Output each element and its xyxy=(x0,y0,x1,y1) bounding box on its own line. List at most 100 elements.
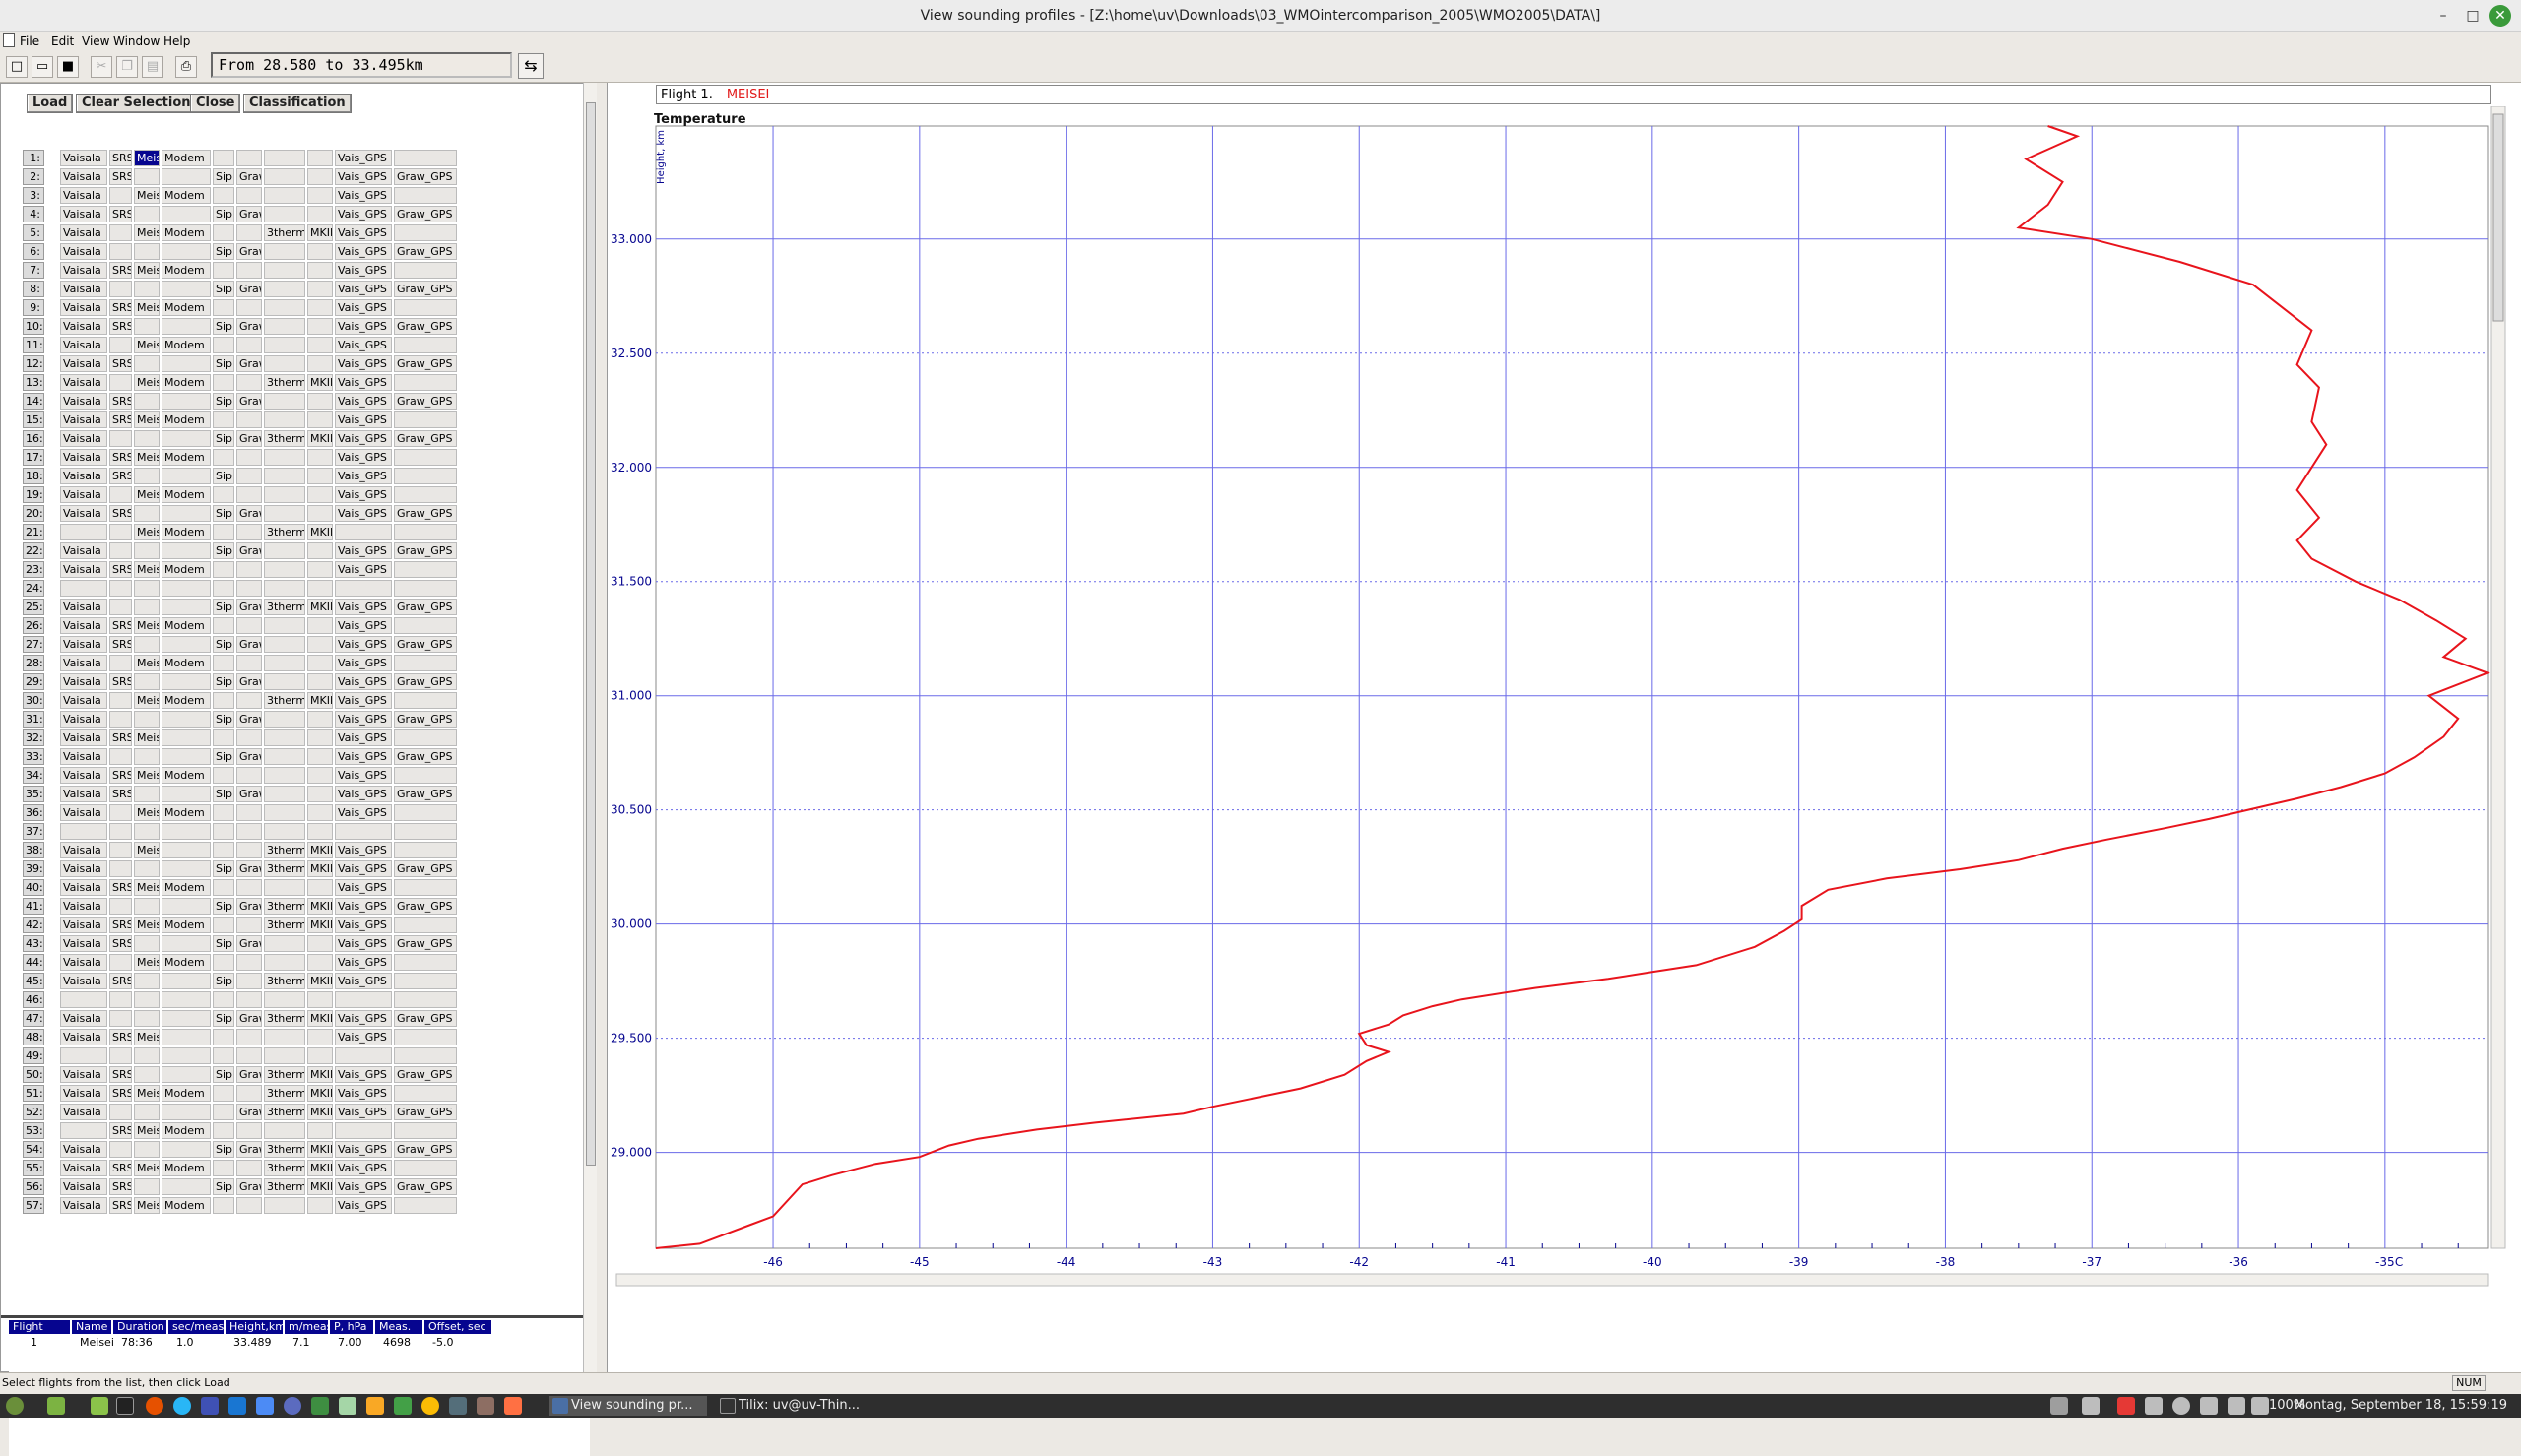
flight-cell[interactable]: Meisei xyxy=(134,337,160,353)
flight-cell[interactable] xyxy=(307,879,333,896)
flight-cell[interactable]: Graw xyxy=(236,318,262,335)
flight-cell[interactable]: SRS xyxy=(109,1197,132,1214)
flight-cell[interactable]: Vaisala xyxy=(60,748,107,765)
flight-cell[interactable]: Graw_GPS xyxy=(394,168,457,185)
flight-cell[interactable]: Vaisala xyxy=(60,542,107,559)
flight-cell[interactable] xyxy=(213,187,234,204)
flight-cell[interactable]: Meisei xyxy=(134,374,160,391)
flight-cell[interactable]: Modem xyxy=(162,917,211,933)
flight-cell[interactable] xyxy=(394,917,457,933)
flight-cell[interactable] xyxy=(213,337,234,353)
flight-cell[interactable] xyxy=(134,711,160,728)
flight-cell[interactable] xyxy=(162,206,211,222)
flight-cell[interactable] xyxy=(109,748,132,765)
scrollbar-thumb[interactable] xyxy=(586,102,596,1166)
flight-cell[interactable] xyxy=(264,318,305,335)
flight-cell[interactable]: Vais_GPS xyxy=(335,729,392,746)
flight-cell[interactable] xyxy=(307,617,333,634)
flight-cell[interactable]: Sip xyxy=(213,318,234,335)
flight-cell[interactable]: Vais_GPS xyxy=(335,187,392,204)
flight-cell[interactable]: Graw_GPS xyxy=(394,636,457,653)
flight-cell[interactable]: Vais_GPS xyxy=(335,1010,392,1027)
flight-cell[interactable] xyxy=(109,243,132,260)
flight-cell[interactable]: SRS xyxy=(109,299,132,316)
flight-cell[interactable] xyxy=(236,991,262,1008)
flight-cell[interactable]: Vais_GPS xyxy=(335,449,392,466)
load-button[interactable]: Load xyxy=(27,94,74,113)
flight-cell[interactable]: SRS xyxy=(109,617,132,634)
flight-cell[interactable]: Sip xyxy=(213,355,234,372)
flight-cell[interactable] xyxy=(307,804,333,821)
flight-cell[interactable] xyxy=(394,991,457,1008)
flight-cell[interactable]: Vaisala xyxy=(60,1029,107,1045)
flight-cell[interactable] xyxy=(213,524,234,540)
flight-cell[interactable]: Graw_GPS xyxy=(394,1178,457,1195)
flight-cell[interactable] xyxy=(60,1122,107,1139)
flight-cell[interactable] xyxy=(162,393,211,410)
flight-cell[interactable] xyxy=(236,524,262,540)
flight-cell[interactable] xyxy=(134,430,160,447)
flight-cell[interactable] xyxy=(394,692,457,709)
flight-cell[interactable] xyxy=(307,262,333,279)
flight-cell[interactable]: Modem xyxy=(162,767,211,784)
flight-cell[interactable] xyxy=(162,580,211,597)
paste-icon[interactable]: ▤ xyxy=(142,56,163,78)
flight-cell[interactable]: Meisei xyxy=(134,411,160,428)
flight-cell[interactable]: Vais_GPS xyxy=(335,973,392,989)
terminal-icon[interactable] xyxy=(116,1397,134,1415)
flight-cell[interactable]: MKII xyxy=(307,898,333,915)
flight-cell[interactable] xyxy=(264,206,305,222)
flight-cell[interactable]: Vaisala xyxy=(60,786,107,802)
flight-cell[interactable] xyxy=(394,337,457,353)
flight-cell[interactable]: Vaisala xyxy=(60,206,107,222)
flight-cell[interactable] xyxy=(213,804,234,821)
flight-cell[interactable] xyxy=(134,599,160,615)
flight-cell[interactable] xyxy=(307,337,333,353)
flight-cell[interactable]: SRS xyxy=(109,1178,132,1195)
flight-cell[interactable] xyxy=(213,1085,234,1102)
flight-cell[interactable] xyxy=(236,468,262,484)
flight-cell[interactable]: Vaisala xyxy=(60,692,107,709)
flight-cell[interactable]: 3therm xyxy=(264,842,305,858)
mail-icon[interactable] xyxy=(201,1397,219,1415)
flight-cell[interactable] xyxy=(264,617,305,634)
flight-cell[interactable]: Meisei xyxy=(134,655,160,671)
menu-icon[interactable] xyxy=(6,1397,24,1415)
flight-cell[interactable]: Graw xyxy=(236,1010,262,1027)
flight-cell[interactable] xyxy=(109,580,132,597)
flight-cell[interactable]: Sip xyxy=(213,711,234,728)
flight-cell[interactable]: Meisei xyxy=(134,150,160,166)
menu-help[interactable]: Help xyxy=(163,34,191,48)
flight-cell[interactable]: Vaisala xyxy=(60,617,107,634)
copy-icon[interactable]: ❐ xyxy=(116,56,138,78)
flight-cell[interactable]: Vaisala xyxy=(60,486,107,503)
dropbox-icon[interactable] xyxy=(2082,1397,2100,1415)
app-icon[interactable] xyxy=(449,1397,467,1415)
flight-cell[interactable]: Vaisala xyxy=(60,1066,107,1083)
table-row[interactable]: 44: Vaisala MeiseiModem Vais_GPS xyxy=(23,953,495,972)
flight-cell[interactable] xyxy=(264,262,305,279)
flight-cell[interactable]: MKII xyxy=(307,1160,333,1176)
flight-cell[interactable]: Modem xyxy=(162,449,211,466)
flight-cell[interactable] xyxy=(307,991,333,1008)
flight-cell[interactable] xyxy=(134,636,160,653)
flight-cell[interactable]: Vaisala xyxy=(60,1104,107,1120)
flight-cell[interactable]: Modem xyxy=(162,262,211,279)
flight-cell[interactable] xyxy=(109,1047,132,1064)
flight-cell[interactable]: SRS xyxy=(109,206,132,222)
flight-cell[interactable] xyxy=(134,243,160,260)
flight-cell[interactable] xyxy=(264,187,305,204)
flight-cell[interactable] xyxy=(307,187,333,204)
flight-cell[interactable]: Graw xyxy=(236,1104,262,1120)
flight-cell[interactable] xyxy=(236,692,262,709)
flight-cell[interactable] xyxy=(307,318,333,335)
flight-cell[interactable] xyxy=(236,374,262,391)
clipboard-icon[interactable] xyxy=(2050,1397,2068,1415)
flight-cell[interactable] xyxy=(162,468,211,484)
menu-file[interactable]: File xyxy=(20,34,40,48)
flight-cell[interactable] xyxy=(236,561,262,578)
flight-cell[interactable] xyxy=(162,1010,211,1027)
